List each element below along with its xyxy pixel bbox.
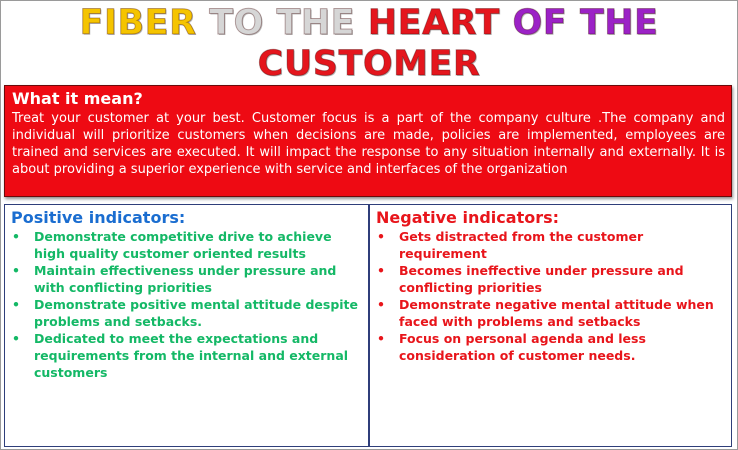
list-item-text: Becomes ineffective under pressure and c…	[399, 263, 684, 295]
list-item: • Demonstrate positive mental attitude de…	[10, 296, 362, 330]
title-word-fiber: FIBER	[79, 3, 197, 44]
list-item-text: Maintain effectiveness under pressure an…	[34, 263, 337, 295]
bullet-icon: •	[377, 229, 385, 244]
bullet-icon: •	[12, 229, 20, 244]
bullet-icon: •	[377, 297, 385, 312]
negative-indicators-list: • Gets distracted from the customer requi…	[370, 228, 731, 364]
positive-indicators-panel: Positive indicators: • Demonstrate compet…	[4, 204, 369, 447]
bullet-icon: •	[377, 331, 385, 346]
meaning-box: What it mean? Treat your customer at you…	[4, 85, 732, 197]
title-word-customer: CUSTOMER	[257, 44, 481, 85]
list-item: • Gets distracted from the customer requi…	[375, 228, 725, 262]
list-item-text: Demonstrate positive mental attitude des…	[34, 297, 359, 329]
title-line-2: CUSTOMER	[1, 44, 737, 85]
meaning-heading: What it mean?	[12, 89, 143, 108]
positive-indicators-heading: Positive indicators:	[11, 208, 186, 227]
list-item: • Dedicated to meet the expectations and …	[10, 330, 362, 381]
negative-indicators-panel: Negative indicators: • Gets distracted fr…	[369, 204, 732, 447]
title-word-heart: HEART	[367, 3, 500, 44]
list-item: • Becomes ineffective under pressure and …	[375, 262, 725, 296]
positive-indicators-list: • Demonstrate competitive drive to achiev…	[5, 228, 368, 381]
list-item: • Maintain effectiveness under pressure a…	[10, 262, 362, 296]
list-item: • Focus on personal agenda and less consi…	[375, 330, 725, 364]
bullet-icon: •	[12, 297, 20, 312]
meaning-body: Treat your customer at your best. Custom…	[12, 111, 725, 177]
page-title: FIBER TO THE HEART OF THE CUSTOMER	[1, 3, 737, 85]
bullet-icon: •	[12, 263, 20, 278]
list-item-text: Gets distracted from the customer requir…	[399, 229, 644, 261]
list-item: • Demonstrate negative mental attitude wh…	[375, 296, 725, 330]
bullet-icon: •	[377, 263, 385, 278]
title-word-to-the: TO THE	[209, 3, 356, 44]
bullet-icon: •	[12, 331, 20, 346]
negative-indicators-heading: Negative indicators:	[376, 208, 560, 227]
title-word-of-the: OF THE	[512, 3, 659, 44]
list-item-text: Focus on personal agenda and less consid…	[399, 331, 646, 363]
list-item: • Demonstrate competitive drive to achiev…	[10, 228, 362, 262]
list-item-text: Demonstrate competitive drive to achieve…	[34, 229, 332, 261]
title-line-1: FIBER TO THE HEART OF THE	[1, 3, 737, 44]
list-item-text: Dedicated to meet the expectations and r…	[34, 331, 349, 380]
list-item-text: Demonstrate negative mental attitude whe…	[399, 297, 714, 329]
